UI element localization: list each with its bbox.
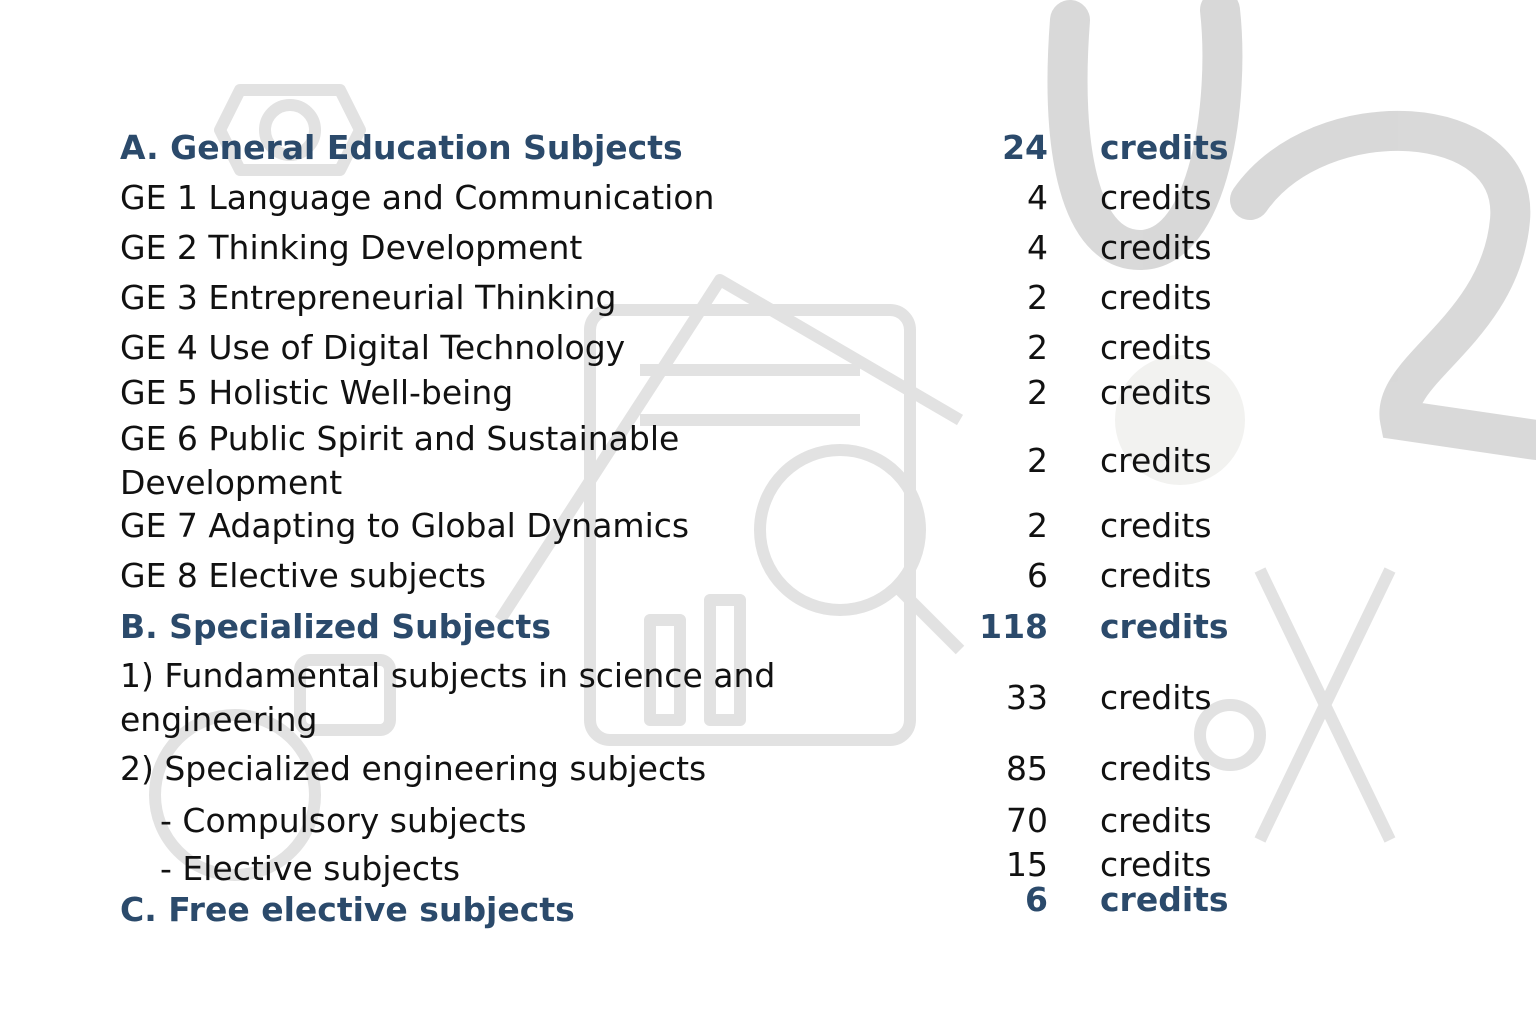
credit-unit: credits [1100,801,1212,840]
credit-unit: credits [1100,749,1212,788]
section-title: A. General Education Subjects [120,128,683,167]
credit-unit: credits [1100,607,1229,646]
credit-unit: credits [1100,556,1212,595]
credit-value: 85 [1006,749,1048,788]
credit-value: 70 [1006,801,1048,840]
credit-unit: credits [1100,373,1212,412]
credit-unit: credits [1100,328,1212,367]
subject-label: GE 1 Language and Communication [120,178,715,217]
credit-unit: credits [1100,845,1212,884]
credit-value: 2 [1027,441,1048,480]
credit-value: 2 [1027,328,1048,367]
credit-value: 15 [1006,845,1048,884]
credit-value: 6 [1025,880,1048,919]
subject-label: GE 7 Adapting to Global Dynamics [120,506,690,545]
credit-value: 4 [1027,178,1048,217]
subject-label: 1) Fundamental subjects in science and e… [120,656,776,739]
credit-unit: credits [1100,178,1212,217]
subject-label: GE 4 Use of Digital Technology [120,328,626,367]
credit-value: 2 [1027,506,1048,545]
credit-unit: credits [1100,128,1229,167]
subject-label: - Elective subjects [160,849,461,888]
subject-label: 2) Specialized engineering subjects [120,749,707,788]
subject-label: GE 8 Elective subjects [120,556,487,595]
credit-unit: credits [1100,278,1212,317]
subject-label: GE 5 Holistic Well-being [120,373,514,412]
credit-value: 118 [979,607,1048,646]
section-title: B. Specialized Subjects [120,607,551,646]
credit-unit: credits [1100,506,1212,545]
credit-unit: credits [1100,880,1229,919]
credit-unit: credits [1100,441,1212,480]
credit-value: 33 [1006,678,1048,717]
credit-value: 2 [1027,373,1048,412]
section-title: C. Free elective subjects [120,890,575,929]
subject-label: GE 3 Entrepreneurial Thinking [120,278,617,317]
credit-value: 6 [1027,556,1048,595]
credit-value: 2 [1027,278,1048,317]
credit-value: 24 [1002,128,1048,167]
credit-unit: credits [1100,228,1212,267]
subject-label: GE 6 Public Spirit and Sustainable Devel… [120,419,680,502]
subject-label: - Compulsory subjects [160,801,527,840]
credit-value: 4 [1027,228,1048,267]
credit-unit: credits [1100,678,1212,717]
subject-label: GE 2 Thinking Development [120,228,583,267]
